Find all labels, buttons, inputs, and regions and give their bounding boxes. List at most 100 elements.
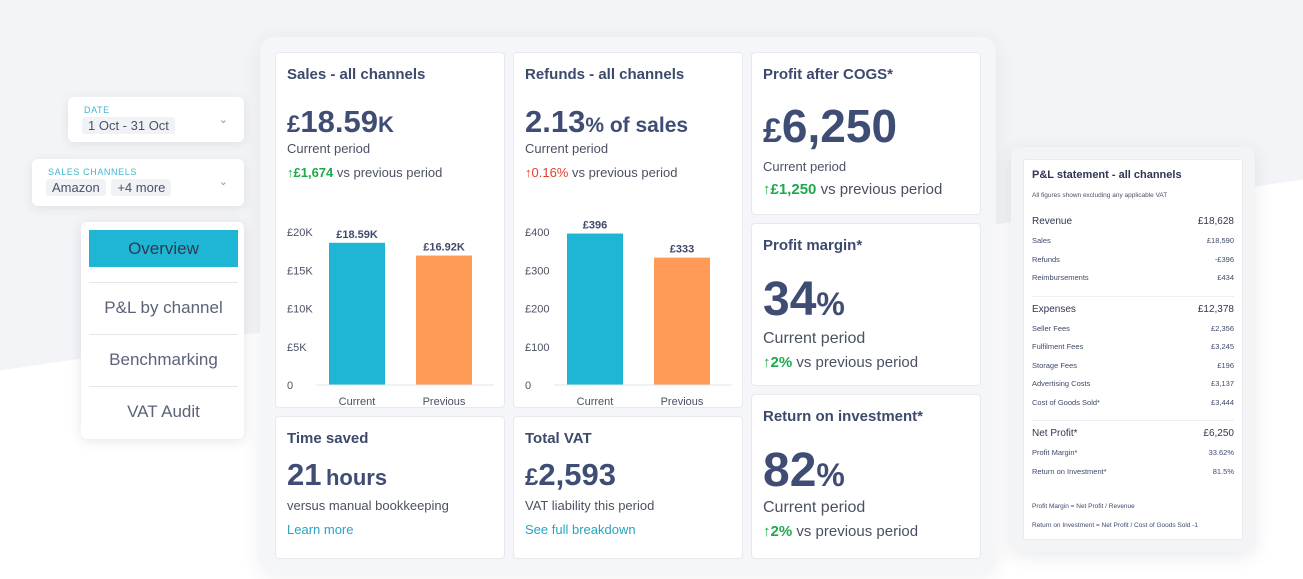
sales-channels-label: SALES CHANNELS [48,167,137,177]
pl-label: Storage Fees [1032,360,1078,370]
pl-statement-card: P&L statement - all channels All figures… [1023,159,1243,540]
y-tick-label: £400 [525,227,549,239]
pl-label: Sales [1032,236,1051,245]
period-label: Current period [525,141,609,156]
pl-section-header: Expenses £12,378 [1032,304,1234,315]
pl-vat-note: All figures shown excluding any applicab… [1032,192,1168,199]
sales-value: £18.59K [287,104,394,139]
pl-value: £6,250 [1203,428,1234,439]
channel-chip-more: +4 more [111,179,172,196]
nav-item-vat-audit[interactable]: VAT Audit [127,402,200,421]
sales-channels-filter[interactable]: SALES CHANNELS Amazon +4 more ⌄ [32,159,244,206]
delta-text: ↑2% vs previous period [763,523,919,540]
delta-text: ↑2% vs previous period [763,354,919,371]
bar-previous [654,257,710,385]
pl-title: P&L statement - all channels [1032,169,1182,181]
nav-item-overview[interactable]: Overview [89,230,238,267]
pl-line-item: Cost of Goods Sold* £3,444 [1032,398,1234,407]
pl-footnote: Return on Investment = Net Profit / Cost… [1032,522,1199,529]
arrow-up-icon: ↑ [763,354,771,371]
pl-value: £3,137 [1211,379,1234,388]
vat-subtitle: VAT liability this period [525,498,655,513]
divider [1032,420,1234,421]
card-title: Return on investment* [763,408,924,425]
sales-card: Sales - all channels £18.59K Current per… [275,52,505,408]
y-tick-label: £5K [287,342,307,354]
y-tick-label: £10K [287,304,313,316]
pl-value: £434 [1217,273,1234,282]
refunds-bar-chart: 0 £100 £200 £300 £400 £396 Current £333 Previous [525,220,732,408]
arrow-up-icon: ↑ [763,181,771,198]
arrow-up-icon: ↑ [287,165,294,180]
refunds-card: Refunds - all channels 2.13% of sales Cu… [513,52,743,408]
x-category-label: Current [339,396,376,408]
period-label: Current period [287,141,371,156]
pl-label: Refunds [1032,254,1060,264]
refunds-value: 2.13% of sales [525,104,689,139]
delta-text: ↑£1,250 vs previous period [763,181,943,198]
profit-margin-value: 34% [763,273,845,326]
pl-label: Profit Margin* [1032,448,1078,457]
learn-more-link[interactable]: Learn more [287,522,354,537]
y-tick-label: £300 [525,265,549,277]
date-filter-label: DATE [84,105,110,115]
chevron-down-icon[interactable]: ⌄ [218,176,228,188]
pl-value: -£396 [1214,254,1234,264]
pl-line-item: Advertising Costs £3,137 [1032,379,1234,388]
full-breakdown-link[interactable]: See full breakdown [525,522,636,537]
chevron-down-icon[interactable]: ⌄ [218,114,228,126]
roi-value: 82% [763,444,845,497]
pl-label: Fulfilment Fees [1032,342,1084,351]
nav-item-pl-by-channel[interactable]: P&L by channel [104,298,223,317]
card-title: Sales - all channels [287,66,426,83]
channel-chip-amazon: Amazon [46,179,106,196]
divider [89,386,238,387]
dashboard-panel: Sales - all channels £18.59K Current per… [260,37,996,573]
y-tick-label: £200 [525,304,549,316]
pl-label: Return on Investment* [1032,466,1107,476]
x-category-label: Current [577,396,614,408]
nav-item-benchmarking[interactable]: Benchmarking [109,350,218,369]
pl-label: Advertising Costs [1032,379,1091,388]
pl-value: £3,245 [1211,342,1234,351]
pl-label: Net Profit* [1032,428,1078,439]
y-tick-label: £15K [287,265,313,277]
x-category-label: Previous [661,396,704,408]
bar-value-label: £333 [670,244,694,256]
card-title: Total VAT [525,430,592,447]
time-saved-value: 21 hours [287,457,388,492]
period-label: Current period [763,330,866,347]
profit-cogs-value: £6,250 [763,100,898,152]
pl-section-header: Net Profit* £6,250 [1032,428,1234,439]
date-filter[interactable]: DATE 1 Oct - 31 Oct ⌄ [68,97,244,142]
pl-line-item: Fulfilment Fees £3,245 [1032,342,1234,351]
pl-value: £18,628 [1197,216,1234,227]
pl-label: Reimbursements [1032,273,1089,282]
pl-line-item: Storage Fees £196 [1032,361,1234,370]
total-vat-card: Total VAT £2,593 VAT liability this peri… [513,416,743,559]
pl-label: Expenses [1032,303,1076,315]
pl-value: £12,378 [1197,303,1234,315]
card-title: Profit after COGS* [763,66,894,83]
card-title: Time saved [287,430,369,447]
card-title: Profit margin* [763,237,863,254]
period-label: Current period [763,159,847,174]
pl-line-item: Return on Investment* 81.5% [1032,467,1234,476]
sales-bar-chart: 0 £5K £10K £15K £20K £18.59K Current £16.92K Pre… [287,227,494,408]
pl-line-item: Sales £18,590 [1032,236,1234,245]
bar-value-label: £396 [583,220,607,232]
y-tick-label: 0 [525,380,531,392]
pl-line-item: Reimbursements £434 [1032,273,1234,282]
pl-label: Cost of Goods Sold* [1032,397,1100,407]
period-label: Current period [763,499,866,516]
delta-text: ↑0.16% vs previous period [525,165,678,180]
divider [89,282,238,283]
pl-line-item: Profit Margin* 33.62% [1032,448,1234,457]
time-saved-subtitle: versus manual bookkeeping [287,498,449,513]
pl-value: 33.62% [1208,448,1234,457]
card-title: Refunds - all channels [525,66,685,83]
total-vat-value: £2,593 [525,457,616,492]
pl-value: 81.5% [1212,466,1234,476]
pl-label: Revenue [1032,216,1073,227]
bar-current [567,233,623,385]
